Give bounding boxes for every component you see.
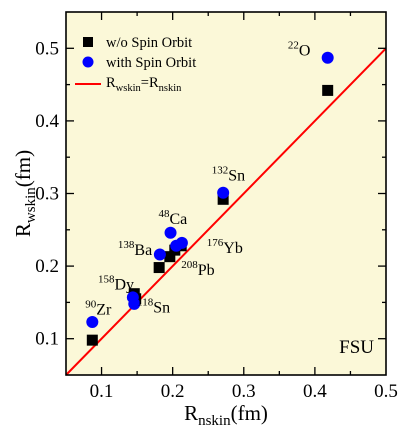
markers-group: [86, 51, 334, 346]
marker-with-spin-orbit-8: [321, 51, 334, 64]
isotope-label-pb-208: 208Pb: [181, 259, 214, 279]
isotope-element-symbol: Sn: [153, 300, 170, 317]
legend-label-equality: Rwskin=Rnskin: [106, 75, 182, 94]
isotope-element-symbol: O: [299, 43, 311, 60]
isotope-mass-number: 22: [288, 40, 299, 52]
isotope-mass-number: 158: [98, 273, 115, 285]
y-tick-label: 0.4: [35, 111, 59, 132]
isotope-mass-number: 118: [137, 297, 154, 309]
legend-circle-marker: [82, 56, 94, 68]
marker-without-spin-orbit-0: [86, 334, 98, 346]
x-tick-label: 0.4: [303, 381, 327, 402]
isotope-label-o-22: 22O: [288, 40, 311, 60]
x-tick-label: 0.1: [90, 381, 114, 402]
legend: w/o Spin Orbit with Spin Orbit Rwskin=Rn…: [75, 35, 196, 94]
legend-sub-wskin: wskin: [116, 83, 142, 94]
legend-sub-nskin: nskin: [159, 83, 183, 94]
isotope-element-symbol: Ca: [169, 211, 187, 228]
marker-with-spin-orbit-3: [153, 248, 166, 261]
isotope-mass-number: 138: [118, 239, 135, 251]
reference-line: [65, 47, 387, 376]
marker-without-spin-orbit-7: [217, 193, 229, 205]
x-axis-title: Rnskin(fm): [184, 401, 268, 429]
x-tick-label: 0.5: [374, 381, 398, 402]
isotope-mass-number: 208: [181, 259, 198, 271]
isotope-mass-number: 48: [158, 208, 170, 220]
isotope-element-symbol: Yb: [223, 240, 243, 257]
marker-with-spin-orbit-0: [86, 316, 99, 329]
legend-label-with-spin-orbit: with Spin Orbit: [106, 55, 196, 71]
isotope-label-dy-158: 158Dy: [98, 273, 134, 293]
isotope-label-zr-90: 90Zr: [85, 299, 112, 319]
legend-eq: =R: [141, 75, 159, 91]
y-tick-label: 0.1: [35, 329, 59, 350]
y-tick-label: 0.5: [35, 38, 59, 59]
isotope-element-symbol: Ba: [134, 242, 152, 259]
x-tick-label: 0.2: [161, 381, 185, 402]
marker-without-spin-orbit-3: [153, 262, 165, 274]
isotope-label-ca-48: 48Ca: [158, 208, 187, 228]
marker-without-spin-orbit-4: [164, 251, 176, 263]
x-axis-title-unit: (fm): [231, 401, 268, 425]
isotope-mass-number: 132: [212, 164, 229, 176]
marker-with-spin-orbit-2: [126, 291, 139, 304]
isotope-mass-number: 176: [207, 237, 224, 249]
isotope-element-symbol: Zr: [96, 302, 112, 319]
isotope-label-sn-118: 118Sn: [137, 297, 170, 317]
marker-without-spin-orbit-8: [322, 84, 334, 96]
y-axis-title-main: R: [11, 223, 35, 237]
marker-with-spin-orbit-6: [175, 236, 188, 249]
isotope-element-symbol: Sn: [228, 167, 245, 184]
x-tick-label: 0.3: [232, 381, 256, 402]
legend-r-main: R: [106, 75, 116, 91]
marker-with-spin-orbit-7: [217, 186, 230, 199]
y-axis-title-unit: (fm): [11, 150, 35, 187]
x-axis-title-main: R: [184, 401, 198, 425]
y-axis-title: Rwskin(fm): [11, 150, 39, 237]
ticks-group: 0.1 0.2 0.3 0.4 0.5 0.1 0.2 0.3 0.4 0.5: [35, 12, 398, 402]
isotope-element-symbol: Pb: [198, 262, 215, 279]
plot-frame: [65, 11, 387, 376]
x-axis-title-sub: nskin: [198, 413, 231, 429]
legend-label-without-spin-orbit: w/o Spin Orbit: [106, 35, 192, 51]
panel-label: FSU: [339, 337, 374, 358]
isotope-label-sn-132: 132Sn: [212, 164, 245, 184]
reference-line-group: [65, 47, 387, 376]
isotope-label-yb-176: 176Yb: [207, 237, 243, 257]
isotope-label-ba-138: 138Ba: [118, 239, 152, 259]
marker-with-spin-orbit-4: [164, 226, 177, 239]
y-tick-label: 0.2: [35, 256, 59, 277]
isotope-mass-number: 90: [85, 299, 97, 311]
y-axis-title-sub: wskin: [23, 187, 39, 223]
y-tick-label: 0.3: [35, 184, 59, 205]
legend-square-marker: [83, 37, 93, 47]
isotope-element-symbol: Dy: [115, 276, 135, 293]
